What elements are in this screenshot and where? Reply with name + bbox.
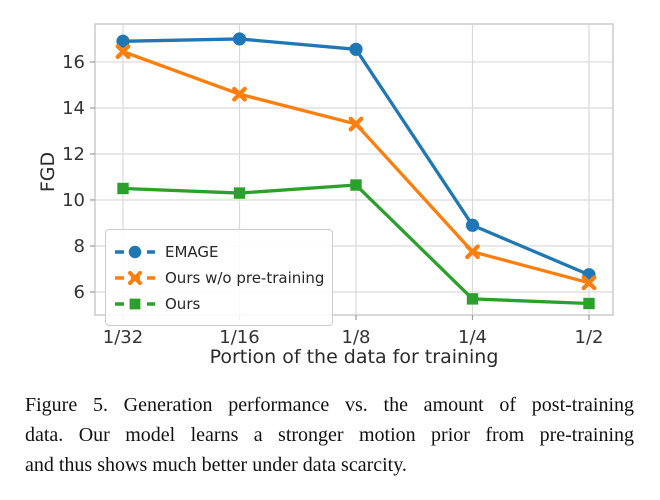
series-ours [117, 179, 595, 310]
legend-item: EMAGE [114, 239, 322, 265]
y-tick-label: 14 [62, 98, 85, 119]
legend-label: Ours w/o pre-training [165, 269, 325, 287]
y-tick-label: 16 [62, 52, 85, 73]
legend-square-line-icon [115, 298, 155, 310]
y-tick-label: 10 [62, 190, 85, 211]
y-tick-label: 8 [74, 236, 85, 257]
spines [94, 23, 614, 316]
x-tick-label: 1/2 [575, 327, 604, 348]
figure-caption: Figure 5. Generation performance vs. the… [25, 390, 634, 480]
y-tick-label: 6 [74, 282, 85, 303]
x-axis-label: Portion of the data for training [209, 346, 499, 368]
legend-item: Ours [114, 291, 322, 317]
series-emage [116, 32, 596, 282]
y-ticks: 6 8 10 12 14 16 [62, 52, 95, 303]
line-chart: 1/32 1/16 1/8 1/4 1/2 6 8 10 12 14 16 FGD Portion … [37, 23, 614, 368]
caption-line: and thus shows much better under data sc… [25, 454, 407, 476]
series-ours-w-o-pre-training [115, 44, 597, 291]
x-ticks: 1/32 1/16 1/8 1/4 1/2 [103, 315, 604, 348]
x-tick-label: 1/4 [458, 327, 487, 348]
legend: EMAGE Ours w/o pre-training Ours [105, 229, 333, 326]
x-tick-label: 1/16 [219, 327, 259, 348]
legend-label: Ours [165, 295, 201, 313]
y-axis-label: FGD [37, 151, 59, 193]
x-tick-label: 1/8 [342, 327, 371, 348]
legend-label: EMAGE [165, 243, 219, 261]
legend-circle-line-icon [115, 245, 155, 259]
x-tick-label: 1/32 [103, 327, 143, 348]
legend-x-line-icon [115, 270, 155, 286]
y-tick-label: 12 [62, 144, 85, 165]
caption-line: Figure 5. Generation performance vs. the… [25, 394, 634, 416]
caption-line: data. Our model learns a stronger motion… [25, 424, 634, 446]
legend-item: Ours w/o pre-training [114, 265, 325, 291]
